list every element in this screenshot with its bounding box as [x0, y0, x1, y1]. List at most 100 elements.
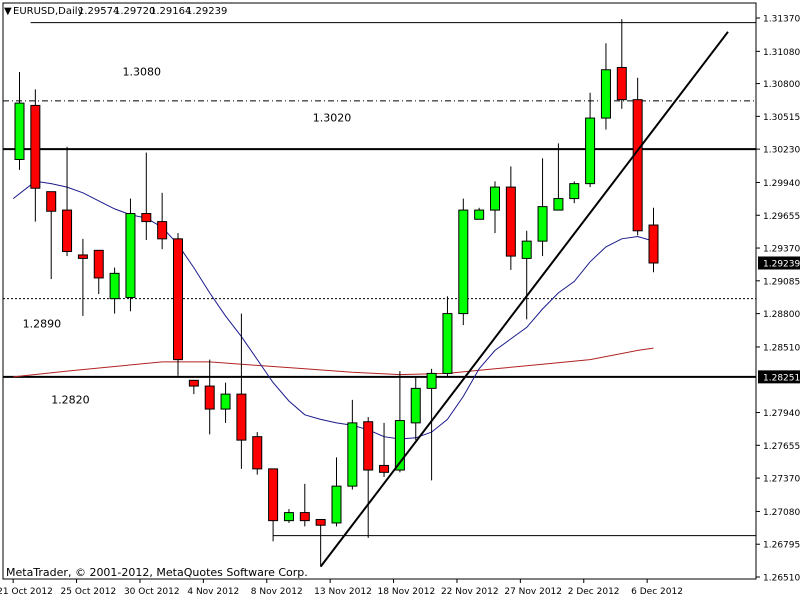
- trendlines-layer[interactable]: [319, 31, 729, 568]
- candle-33[interactable]: [537, 158, 548, 257]
- x-tick-label-6: 18 Nov 2012: [378, 587, 436, 597]
- candle-body-13: [220, 393, 231, 410]
- candle-17[interactable]: [283, 509, 294, 523]
- candle-30[interactable]: [490, 181, 500, 234]
- candle-11[interactable]: [188, 379, 199, 395]
- candle-3[interactable]: [62, 146, 73, 257]
- candle-14[interactable]: [236, 313, 247, 469]
- candle-16[interactable]: [268, 468, 279, 542]
- y-tick-label-7: 1.29370: [763, 245, 800, 255]
- ohlc-low: 1.29164: [150, 6, 191, 17]
- candle-38[interactable]: [616, 19, 627, 109]
- candle-body-24: [394, 420, 405, 471]
- candle-22[interactable]: [363, 417, 374, 538]
- candle-29[interactable]: [474, 207, 485, 220]
- candle-23[interactable]: [379, 422, 390, 477]
- x-tick-label-3: 4 Nov 2012: [187, 587, 239, 597]
- y-tick-label-2: 1.30800: [763, 80, 800, 90]
- ohlc-close: 1.29239: [186, 6, 227, 17]
- candle-body-16: [268, 468, 279, 522]
- level-labels-layer: 1.3080 1.3020 1.2890 1.2820: [23, 66, 352, 407]
- candle-9[interactable]: [157, 192, 168, 250]
- current-price-label: 1.29239: [763, 259, 800, 269]
- candle-8[interactable]: [141, 152, 152, 240]
- candle-body-14: [236, 393, 247, 441]
- candles-layer[interactable]: [14, 19, 659, 567]
- x-tick-label-5: 13 Nov 2012: [314, 587, 372, 597]
- candle-18[interactable]: [299, 483, 310, 527]
- x-tick-label-2: 30 Oct 2012: [124, 587, 180, 597]
- y-tick-label-4: 1.30230: [763, 146, 800, 156]
- x-tick-label-1: 25 Oct 2012: [61, 587, 117, 597]
- y-tick-label-13: 1.27370: [763, 475, 800, 485]
- candle-body-1: [30, 104, 41, 189]
- candle-34[interactable]: [553, 143, 564, 211]
- candle-body-38: [616, 66, 627, 101]
- candle-0[interactable]: [14, 72, 25, 170]
- y-tick-label-11: 1.27940: [763, 409, 800, 419]
- y-tick-label-14: 1.27080: [763, 508, 800, 518]
- candle-body-32: [521, 240, 532, 259]
- time-axis[interactable]: 21 Oct 2012 25 Oct 2012 30 Oct 2012 4 Nov 2…: [0, 579, 683, 597]
- candle-32[interactable]: [521, 230, 532, 320]
- candle-body-5: [93, 249, 104, 279]
- candle-12[interactable]: [204, 359, 215, 435]
- candle-body-9: [157, 221, 168, 240]
- candle-body-29: [474, 209, 485, 220]
- ohlc-high: 1.29720: [114, 6, 155, 17]
- candle-35[interactable]: [569, 181, 580, 204]
- moving-averages-layer: [12, 180, 654, 440]
- candle-body-7: [125, 213, 136, 298]
- candle-body-18: [299, 512, 310, 522]
- current-price-marker[interactable]: 1.29239: [758, 256, 800, 270]
- chart-header-arrow-icon: ▼: [4, 6, 12, 17]
- candle-body-21: [347, 422, 358, 487]
- candle-2[interactable]: [46, 191, 57, 280]
- candle-1[interactable]: [30, 89, 41, 222]
- level-label-3: 1.2890: [23, 317, 62, 330]
- candle-36[interactable]: [585, 92, 596, 188]
- candle-6[interactable]: [109, 267, 120, 314]
- candle-body-23: [379, 464, 390, 473]
- candle-24[interactable]: [394, 371, 405, 473]
- x-tick-label-9: 2 Dec 2012: [568, 587, 620, 597]
- candle-20[interactable]: [331, 457, 342, 527]
- candle-13[interactable]: [220, 382, 231, 423]
- candle-5[interactable]: [93, 249, 104, 295]
- candle-31[interactable]: [505, 166, 516, 270]
- y-tick-label-1: 1.31080: [763, 48, 800, 58]
- ma-fast-line: [12, 180, 654, 440]
- candle-21[interactable]: [347, 399, 358, 490]
- y-tick-label-3: 1.30515: [763, 113, 800, 123]
- trendline-0[interactable]: [319, 31, 729, 568]
- y-tick-label-8: 1.29085: [763, 277, 800, 287]
- candle-39[interactable]: [632, 77, 643, 236]
- ask-price-marker[interactable]: 1.28251: [758, 370, 800, 384]
- candle-15[interactable]: [252, 432, 263, 475]
- candle-body-33: [537, 206, 548, 242]
- level-lines-layer: [3, 22, 756, 537]
- candle-25[interactable]: [410, 376, 421, 441]
- candle-27[interactable]: [442, 296, 453, 377]
- candle-26[interactable]: [426, 368, 437, 481]
- ask-price-label: 1.28251: [763, 373, 800, 383]
- candle-body-26: [426, 372, 437, 389]
- x-tick-label-4: 8 Nov 2012: [251, 587, 303, 597]
- candle-body-6: [109, 272, 120, 300]
- candle-body-8: [141, 213, 152, 223]
- candle-body-37: [600, 69, 611, 119]
- candle-10[interactable]: [173, 233, 183, 376]
- candle-19[interactable]: [315, 518, 326, 567]
- candle-40[interactable]: [648, 207, 659, 273]
- y-tick-label-15: 1.26795: [763, 541, 800, 551]
- candle-7[interactable]: [125, 198, 136, 312]
- candle-4[interactable]: [77, 238, 88, 316]
- candle-body-10: [173, 238, 183, 361]
- price-axis[interactable]: 1.31370 1.31080 1.30800 1.30515 1.30230 1.299…: [756, 15, 800, 584]
- level-label-1: 1.3080: [123, 66, 161, 79]
- candle-body-15: [252, 436, 263, 470]
- candle-28[interactable]: [458, 198, 469, 326]
- candle-37[interactable]: [600, 43, 611, 130]
- candle-body-30: [490, 186, 500, 211]
